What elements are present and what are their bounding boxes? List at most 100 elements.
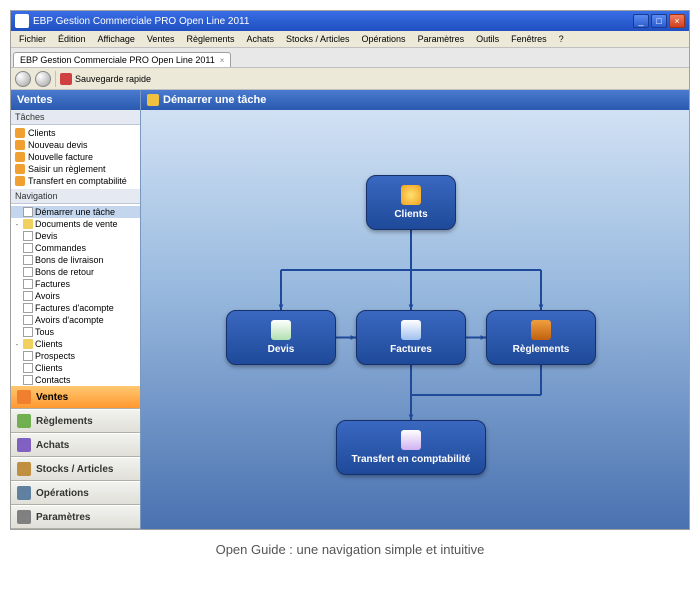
task-icon <box>15 140 25 150</box>
flow-node-devis[interactable]: Devis <box>226 310 336 365</box>
navbar-ventes[interactable]: Ventes <box>11 385 140 409</box>
tree-node[interactable]: Devis <box>11 230 140 242</box>
tree-node[interactable]: Commandes <box>11 242 140 254</box>
navbar-label: Stocks / Articles <box>36 464 113 475</box>
tree-label: Tous <box>35 327 54 337</box>
task-icon <box>15 164 25 174</box>
menu-outils[interactable]: Outils <box>470 34 505 44</box>
task-label: Clients <box>28 128 56 138</box>
toolbar: Sauvegarde rapide <box>11 68 689 90</box>
task-item[interactable]: Transfert en comptabilité <box>11 175 140 187</box>
folder-icon <box>23 339 33 349</box>
task-item[interactable]: Nouveau devis <box>11 139 140 151</box>
tree-node[interactable]: Tous <box>11 326 140 338</box>
tab-close-icon[interactable]: × <box>220 56 225 65</box>
tree-node[interactable]: Bons de livraison <box>11 254 140 266</box>
flow-node-label: Factures <box>390 344 432 355</box>
tree-node[interactable]: - Clients <box>11 338 140 350</box>
tree-node[interactable]: Bons de retour <box>11 266 140 278</box>
home-icon <box>23 207 33 217</box>
tree-label: Bons de retour <box>35 267 94 277</box>
person-icon <box>23 351 33 361</box>
menu-param-tres[interactable]: Paramètres <box>412 34 471 44</box>
navbar-achats[interactable]: Achats <box>11 433 140 457</box>
flow-node-transfert[interactable]: Transfert en comptabilité <box>336 420 486 475</box>
task-label: Nouveau devis <box>28 140 88 150</box>
navigation-header: Navigation <box>11 189 140 204</box>
app-window: EBP Gestion Commerciale PRO Open Line 20… <box>10 10 690 530</box>
tree-label: Clients <box>35 339 63 349</box>
tree-label: Documents de vente <box>35 219 118 229</box>
menu--dition[interactable]: Édition <box>52 34 92 44</box>
folder-icon <box>23 219 33 229</box>
title-bar: EBP Gestion Commerciale PRO Open Line 20… <box>11 11 689 31</box>
tree-node[interactable]: - Documents de vente <box>11 218 140 230</box>
regl-icon <box>531 320 551 340</box>
menu-fichier[interactable]: Fichier <box>13 34 52 44</box>
tree-label: Avoirs <box>35 291 60 301</box>
doc-icon <box>23 291 33 301</box>
cart-icon <box>17 390 31 404</box>
task-label: Nouvelle facture <box>28 152 93 162</box>
navbar-stocks-articles[interactable]: Stocks / Articles <box>11 457 140 481</box>
menu-stocks-articles[interactable]: Stocks / Articles <box>280 34 356 44</box>
devis-icon <box>271 320 291 340</box>
flow-node-reglements[interactable]: Règlements <box>486 310 596 365</box>
menu-affichage[interactable]: Affichage <box>92 34 141 44</box>
tree-node[interactable]: Clients <box>11 362 140 374</box>
person-icon <box>23 363 33 373</box>
tasks-header: Tâches <box>11 110 140 125</box>
tree-node[interactable]: Factures d'acompte <box>11 302 140 314</box>
flow-node-label: Transfert en comptabilité <box>352 454 471 465</box>
task-item[interactable]: Nouvelle facture <box>11 151 140 163</box>
flow-canvas: Clients Devis Factures Règlements Transfert … <box>141 110 689 529</box>
flow-node-factures[interactable]: Factures <box>356 310 466 365</box>
navbar-param-tres[interactable]: Paramètres <box>11 505 140 529</box>
nav-forward-button[interactable] <box>35 71 51 87</box>
quick-save-button[interactable]: Sauvegarde rapide <box>60 73 151 85</box>
tree-twisty[interactable]: - <box>13 340 21 349</box>
navbar-r-glements[interactable]: Règlements <box>11 409 140 433</box>
tree-node[interactable]: Démarrer une tâche <box>11 206 140 218</box>
flow-node-clients[interactable]: Clients <box>366 175 456 230</box>
menu-fen-tres[interactable]: Fenêtres <box>505 34 553 44</box>
navbar-label: Ventes <box>36 392 68 403</box>
tree-label: Démarrer une tâche <box>35 207 115 217</box>
doc-icon <box>23 315 33 325</box>
document-tab[interactable]: EBP Gestion Commerciale PRO Open Line 20… <box>13 52 231 67</box>
transfer-icon <box>401 430 421 450</box>
doc-icon <box>23 267 33 277</box>
navbar-label: Règlements <box>36 416 93 427</box>
task-item[interactable]: Clients <box>11 127 140 139</box>
task-label: Transfert en comptabilité <box>28 176 127 186</box>
box-icon <box>17 462 31 476</box>
tree-node[interactable]: Contacts <box>11 374 140 385</box>
navbar-label: Opérations <box>36 488 89 499</box>
tree-label: Bons de livraison <box>35 255 104 265</box>
tree-node[interactable]: Prospects <box>11 350 140 362</box>
content-header: Démarrer une tâche <box>141 90 689 110</box>
nav-back-button[interactable] <box>15 71 31 87</box>
menu--[interactable]: ? <box>553 34 570 44</box>
screenshot-caption: Open Guide : une navigation simple et in… <box>0 542 700 557</box>
doc-icon <box>23 327 33 337</box>
main-area: Ventes Tâches Clients Nouveau devis Nouvel… <box>11 90 689 529</box>
menu-op-rations[interactable]: Opérations <box>356 34 412 44</box>
menu-ventes[interactable]: Ventes <box>141 34 181 44</box>
menu-r-glements[interactable]: Règlements <box>180 34 240 44</box>
navbar-op-rations[interactable]: Opérations <box>11 481 140 505</box>
tree-node[interactable]: Avoirs <box>11 290 140 302</box>
minimize-button[interactable]: _ <box>633 14 649 28</box>
task-item[interactable]: Saisir un règlement <box>11 163 140 175</box>
maximize-button[interactable]: □ <box>651 14 667 28</box>
menu-achats[interactable]: Achats <box>240 34 280 44</box>
sidebar: Ventes Tâches Clients Nouveau devis Nouvel… <box>11 90 141 529</box>
tree-node[interactable]: Avoirs d'acompte <box>11 314 140 326</box>
tree-node[interactable]: Factures <box>11 278 140 290</box>
separator <box>55 71 56 87</box>
flow-node-label: Règlements <box>513 344 570 355</box>
close-button[interactable]: × <box>669 14 685 28</box>
tree-twisty[interactable]: - <box>13 220 21 229</box>
doc-icon <box>23 231 33 241</box>
disk-icon <box>60 73 72 85</box>
